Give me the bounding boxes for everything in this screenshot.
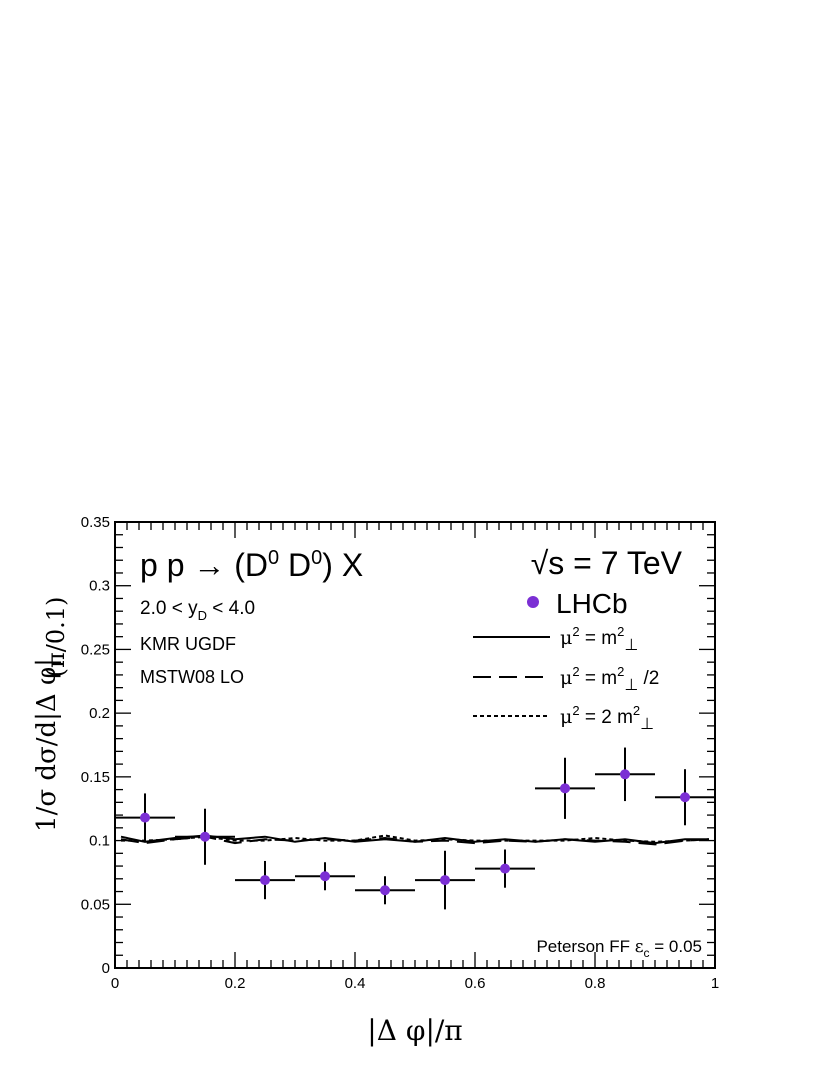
axis-ticks bbox=[114, 521, 716, 969]
x-tick-label: 0.2 bbox=[225, 975, 246, 992]
y-tick-label: 0.25 bbox=[81, 641, 110, 658]
data-marker bbox=[260, 875, 270, 886]
ff-annotation: Peterson FF εc = 0.05 bbox=[536, 937, 702, 960]
data-point bbox=[415, 850, 475, 910]
legend-label-solid: μ2 = m2⊥ bbox=[560, 624, 638, 654]
pdf-annotation: MSTW08 LO bbox=[140, 667, 244, 687]
data-marker bbox=[620, 769, 630, 780]
data-point bbox=[115, 793, 175, 842]
y-tick-label: 0.15 bbox=[81, 769, 110, 786]
y-tick-label: 0 bbox=[102, 960, 110, 977]
data-marker bbox=[680, 792, 690, 803]
y-tick-label: 0.35 bbox=[81, 514, 110, 531]
legend: LHCb μ2 = m2⊥ μ2 = m2⊥ /2 μ2 = 2 m2⊥ bbox=[473, 588, 659, 733]
energy-label: √s = 7 TeV bbox=[531, 545, 683, 581]
y-tick-labels: 0 0.05 0.1 0.15 0.2 0.25 0.3 0.35 bbox=[81, 514, 110, 977]
data-point bbox=[595, 747, 655, 802]
data-marker bbox=[200, 831, 210, 842]
legend-label-lhcb: LHCb bbox=[556, 588, 628, 619]
x-tick-label: 0.6 bbox=[465, 975, 486, 992]
data-point bbox=[175, 808, 235, 865]
x-tick-label: 1 bbox=[711, 975, 719, 992]
data-marker bbox=[320, 871, 330, 882]
x-axis-title: |Δ φ|/π bbox=[367, 1014, 462, 1047]
data-marker bbox=[440, 875, 450, 886]
y-tick-label: 0.2 bbox=[89, 705, 110, 722]
ugdf-annotation: KMR UGDF bbox=[140, 634, 236, 654]
rapidity-annotation: 2.0 < yD < 4.0 bbox=[140, 598, 255, 623]
theory-curve-dotted bbox=[121, 834, 710, 843]
y-tick-label: 0.1 bbox=[89, 833, 110, 850]
data-point bbox=[535, 757, 595, 819]
x-tick-label: 0 bbox=[111, 975, 119, 992]
y-axis-unit: (π/0.1) bbox=[42, 597, 70, 678]
data-point bbox=[295, 862, 355, 891]
data-marker bbox=[140, 812, 150, 823]
y-axis-title: 1/σ dσ/d|Δ φ| bbox=[32, 658, 62, 832]
data-marker bbox=[560, 783, 570, 794]
data-point bbox=[355, 876, 415, 905]
data-point bbox=[655, 769, 715, 826]
legend-marker-lhcb bbox=[527, 596, 539, 608]
data-marker bbox=[500, 863, 510, 874]
x-tick-label: 0.4 bbox=[345, 975, 366, 992]
data-point bbox=[235, 860, 295, 900]
y-tick-label: 0.05 bbox=[81, 896, 110, 913]
lhcb-data-points bbox=[115, 747, 715, 910]
legend-label-dotted: μ2 = 2 m2⊥ bbox=[560, 703, 654, 733]
y-tick-label: 0.3 bbox=[89, 578, 110, 595]
x-tick-labels: 0 0.2 0.4 0.6 0.8 1 bbox=[111, 975, 719, 992]
x-tick-label: 0.8 bbox=[585, 975, 606, 992]
data-marker bbox=[380, 885, 390, 896]
chart-title: p p → (D0 D0) X bbox=[140, 547, 363, 583]
legend-label-dashed: μ2 = m2⊥ /2 bbox=[560, 664, 659, 694]
data-point bbox=[475, 849, 535, 888]
